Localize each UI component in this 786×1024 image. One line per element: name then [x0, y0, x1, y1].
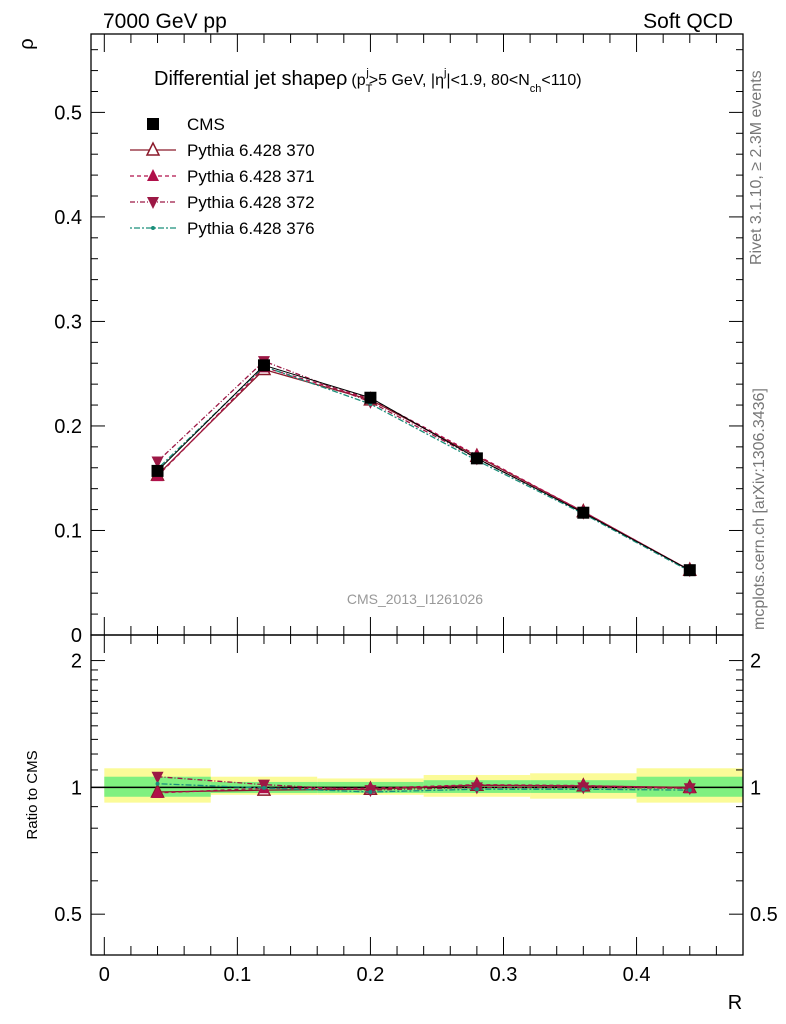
legend: CMS Pythia 6.428 370 Pythia 6.428 371 Pythi…: [130, 115, 315, 238]
main-series-1: [151, 360, 696, 576]
main-series-4: [151, 359, 696, 577]
main-point: [151, 464, 164, 477]
legend-label: Pythia 6.428 370: [187, 141, 315, 160]
title-mid1: >5 GeV, |η: [369, 72, 444, 89]
ratio-ytick-label: 2: [71, 651, 82, 673]
xtick-label: 0.3: [490, 964, 518, 986]
main-series-line: [157, 365, 691, 572]
legend-marker: [147, 118, 159, 130]
main-point: [257, 359, 270, 372]
analysis-watermark: CMS_2013_I1261026: [347, 591, 483, 607]
legend-marker: [145, 141, 161, 156]
title-sup-j1: j: [365, 67, 368, 79]
ratio-frame: [90, 634, 744, 956]
ratio-point: [257, 779, 270, 792]
ratio-series-line: [157, 776, 690, 791]
main-ytick-label: 0.1: [54, 520, 82, 542]
main-point: [151, 456, 164, 469]
main-series-2: [151, 356, 696, 578]
header-right: Soft QCD: [643, 10, 733, 33]
title-open: (p: [351, 72, 365, 89]
ratio-point: [581, 787, 586, 792]
rivet-label: Rivet 3.1.10, ≥ 2.3M events: [748, 70, 765, 265]
ratio-ytick-label-right: 2: [750, 651, 761, 673]
ratio-point: [151, 771, 164, 784]
ratio-point: [687, 788, 692, 793]
xtick-label: 0.4: [623, 964, 651, 986]
ratio-point: [151, 785, 164, 798]
title-end: <110): [541, 72, 581, 89]
legend-label: Pythia 6.428 376: [187, 219, 315, 238]
main-ytick-label: 0: [71, 625, 82, 647]
legend-marker: [147, 197, 159, 209]
xlabel: R: [728, 992, 742, 1014]
title-mid2: |<1.9, 80<N: [446, 72, 529, 89]
mcplots-label: mcplots.cern.ch [arXiv:1306.3436]: [751, 388, 768, 630]
main-ytick-label: 0.2: [54, 416, 82, 438]
title-sub-T: T: [366, 83, 373, 95]
title-sub-ch: ch: [530, 83, 542, 95]
main-point: [470, 452, 483, 465]
ratio-point: [261, 785, 266, 790]
main-series-line: [157, 360, 691, 571]
ratio-point: [155, 781, 160, 786]
ratio-point: [474, 787, 479, 792]
ratio-ytick-label: 1: [71, 777, 82, 799]
title-rho: ρ: [336, 68, 347, 90]
main-point: [683, 564, 696, 577]
legend-label: Pythia 6.428 372: [187, 193, 315, 212]
main-series-line: [157, 368, 691, 571]
legend-marker: [151, 226, 155, 230]
main-series-line: [157, 366, 691, 571]
ratio-ytick-label-right: 1: [750, 777, 761, 799]
main-point: [364, 391, 377, 404]
main-ytick-label: 0.3: [54, 311, 82, 333]
main-ytick-label: 0.5: [54, 102, 82, 124]
legend-label: CMS: [187, 115, 225, 134]
chart-title: Differential jet shapeρ (pTj>5 GeV, |ηj|<…: [154, 67, 582, 95]
ratio-series-3: [155, 781, 692, 795]
ratio-series-line: [157, 783, 690, 794]
main-ylabel: ρ: [16, 38, 38, 49]
main-ytick-label: 0.4: [54, 207, 82, 229]
xtick-label: 0.1: [223, 964, 251, 986]
legend-marker: [147, 169, 159, 181]
series: [150, 356, 697, 798]
ratio-ytick-label-right: 0.5: [750, 904, 778, 926]
ratio-ylabel: Ratio to CMS: [24, 750, 41, 839]
axes: 0 0.1 0.2 0.3 0.4 0.5 0 0.1 0.2 0.3 0.4 0.5 0.5 1 1 2 2: [54, 33, 778, 986]
title-sup-j2: j: [443, 67, 446, 79]
main-point: [577, 506, 590, 519]
ratio-ytick-label: 0.5: [54, 904, 82, 926]
header-left: 7000 GeV pp: [103, 10, 227, 33]
ratio-point: [368, 790, 373, 795]
main-series-0: [150, 360, 697, 576]
main-series-line: [157, 364, 691, 571]
xtick-label: 0.2: [357, 964, 385, 986]
title-main: Differential jet shape: [154, 68, 336, 90]
legend-label: Pythia 6.428 371: [187, 167, 315, 186]
ratio-series-line: [157, 783, 690, 793]
xtick-label: 0: [99, 964, 110, 986]
